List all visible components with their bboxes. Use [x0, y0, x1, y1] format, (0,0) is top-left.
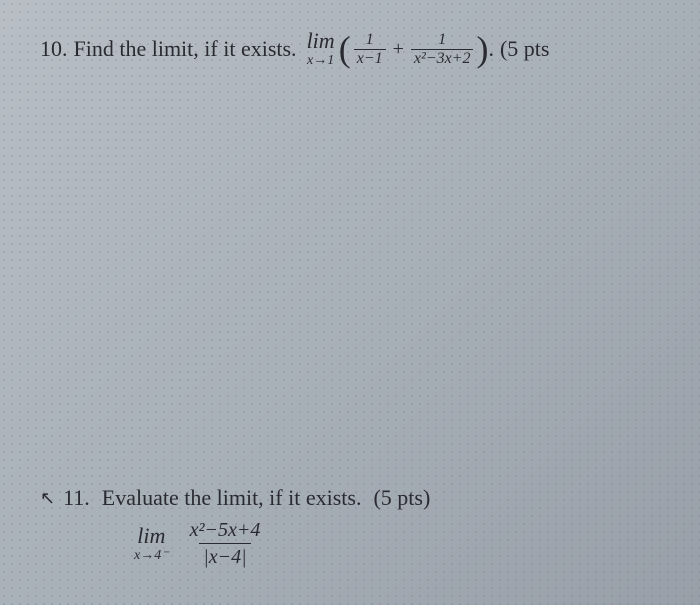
lim-label: lim — [307, 30, 335, 52]
fraction-1: 1 x−1 — [354, 31, 386, 67]
lim-label: lim — [137, 525, 165, 547]
limit-expression: lim x→1 — [307, 30, 335, 68]
points-label: (5 pts) — [373, 485, 430, 511]
problem-11: ↖ 11. Evaluate the limit, if it exists. … — [40, 485, 430, 568]
plus-sign: + — [393, 35, 404, 63]
cursor-icon: ↖ — [40, 488, 55, 509]
points-label: (5 pts — [500, 34, 550, 65]
problem-prompt: Evaluate the limit, if it exists. — [102, 485, 362, 511]
limit-expression: lim x→4⁻ — [134, 525, 169, 563]
problem-prompt: Find the limit, if it exists. — [74, 34, 297, 65]
frac-denominator: |x−4| — [199, 543, 250, 568]
frac-numerator: 1 — [435, 31, 449, 49]
paren-open: ( — [339, 31, 351, 67]
frac-denominator: x−1 — [354, 49, 386, 68]
lim-subscript: x→1 — [307, 54, 334, 68]
lim-subscript: x→4⁻ — [134, 549, 169, 563]
frac-numerator: 1 — [363, 31, 377, 49]
problem-10: 10. Find the limit, if it exists. lim x→… — [40, 30, 660, 68]
problem-number: 10. — [40, 34, 68, 65]
frac-denominator: x²−3x+2 — [411, 49, 474, 68]
limit-expression-11: lim x→4⁻ x²−5x+4 |x−4| — [130, 519, 430, 568]
problem-number: 11. — [63, 485, 90, 511]
paren-close: ) — [476, 31, 488, 67]
fraction-3: x²−5x+4 |x−4| — [186, 519, 265, 568]
frac-numerator: x²−5x+4 — [186, 519, 265, 543]
period: . — [488, 34, 494, 65]
fraction-2: 1 x²−3x+2 — [411, 31, 474, 67]
